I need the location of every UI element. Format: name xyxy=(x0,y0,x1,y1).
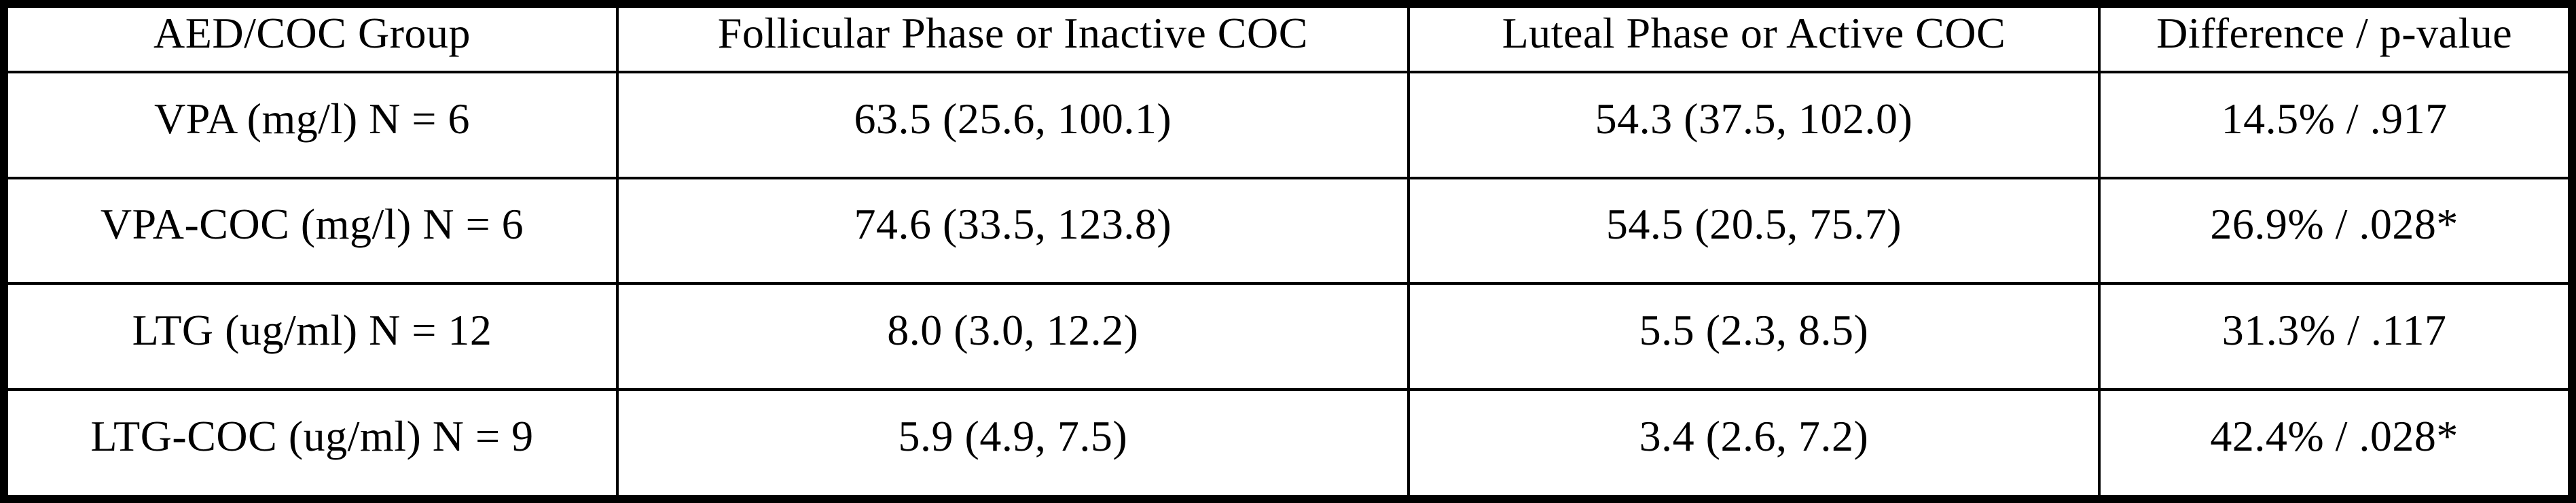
table-row-vpa-coc: VPA-COC (mg/l) N = 6 74.6 (33.5, 123.8) … xyxy=(8,176,2568,285)
cell-difference-pvalue: 42.4% / .028* xyxy=(2098,387,2568,495)
table-row-vpa: VPA (mg/l) N = 6 63.5 (25.6, 100.1) 54.3… xyxy=(8,71,2568,179)
cell-luteal-value: 54.5 (20.5, 75.7) xyxy=(1407,176,2101,285)
cell-follicular-value: 8.0 (3.0, 12.2) xyxy=(616,282,1410,391)
column-header-luteal-phase: Luteal Phase or Active COC xyxy=(1407,8,2101,73)
cell-luteal-value: 54.3 (37.5, 102.0) xyxy=(1407,71,2101,179)
cell-luteal-value: 3.4 (2.6, 7.2) xyxy=(1407,387,2101,495)
cell-difference-pvalue: 14.5% / .917 xyxy=(2098,71,2568,179)
cell-difference-pvalue: 31.3% / .117 xyxy=(2098,282,2568,391)
cell-group: LTG-COC (ug/ml) N = 9 xyxy=(8,387,619,495)
aed-coc-results-table: AED/COC Group Follicular Phase or Inacti… xyxy=(8,8,2568,495)
column-header-aed-coc-group: AED/COC Group xyxy=(8,8,619,73)
table-row-ltg-coc: LTG-COC (ug/ml) N = 9 5.9 (4.9, 7.5) 3.4… xyxy=(8,387,2568,495)
header-row: AED/COC Group Follicular Phase or Inacti… xyxy=(8,8,2568,73)
cell-follicular-value: 63.5 (25.6, 100.1) xyxy=(616,71,1410,179)
column-header-follicular-phase: Follicular Phase or Inactive COC xyxy=(616,8,1410,73)
cell-follicular-value: 5.9 (4.9, 7.5) xyxy=(616,387,1410,495)
cell-group: VPA-COC (mg/l) N = 6 xyxy=(8,176,619,285)
cell-luteal-value: 5.5 (2.3, 8.5) xyxy=(1407,282,2101,391)
column-header-difference-pvalue: Difference / p-value xyxy=(2098,8,2568,73)
cell-group: LTG (ug/ml) N = 12 xyxy=(8,282,619,391)
cell-group: VPA (mg/l) N = 6 xyxy=(8,71,619,179)
cell-follicular-value: 74.6 (33.5, 123.8) xyxy=(616,176,1410,285)
table-row-ltg: LTG (ug/ml) N = 12 8.0 (3.0, 12.2) 5.5 (… xyxy=(8,282,2568,391)
cell-difference-pvalue: 26.9% / .028* xyxy=(2098,176,2568,285)
